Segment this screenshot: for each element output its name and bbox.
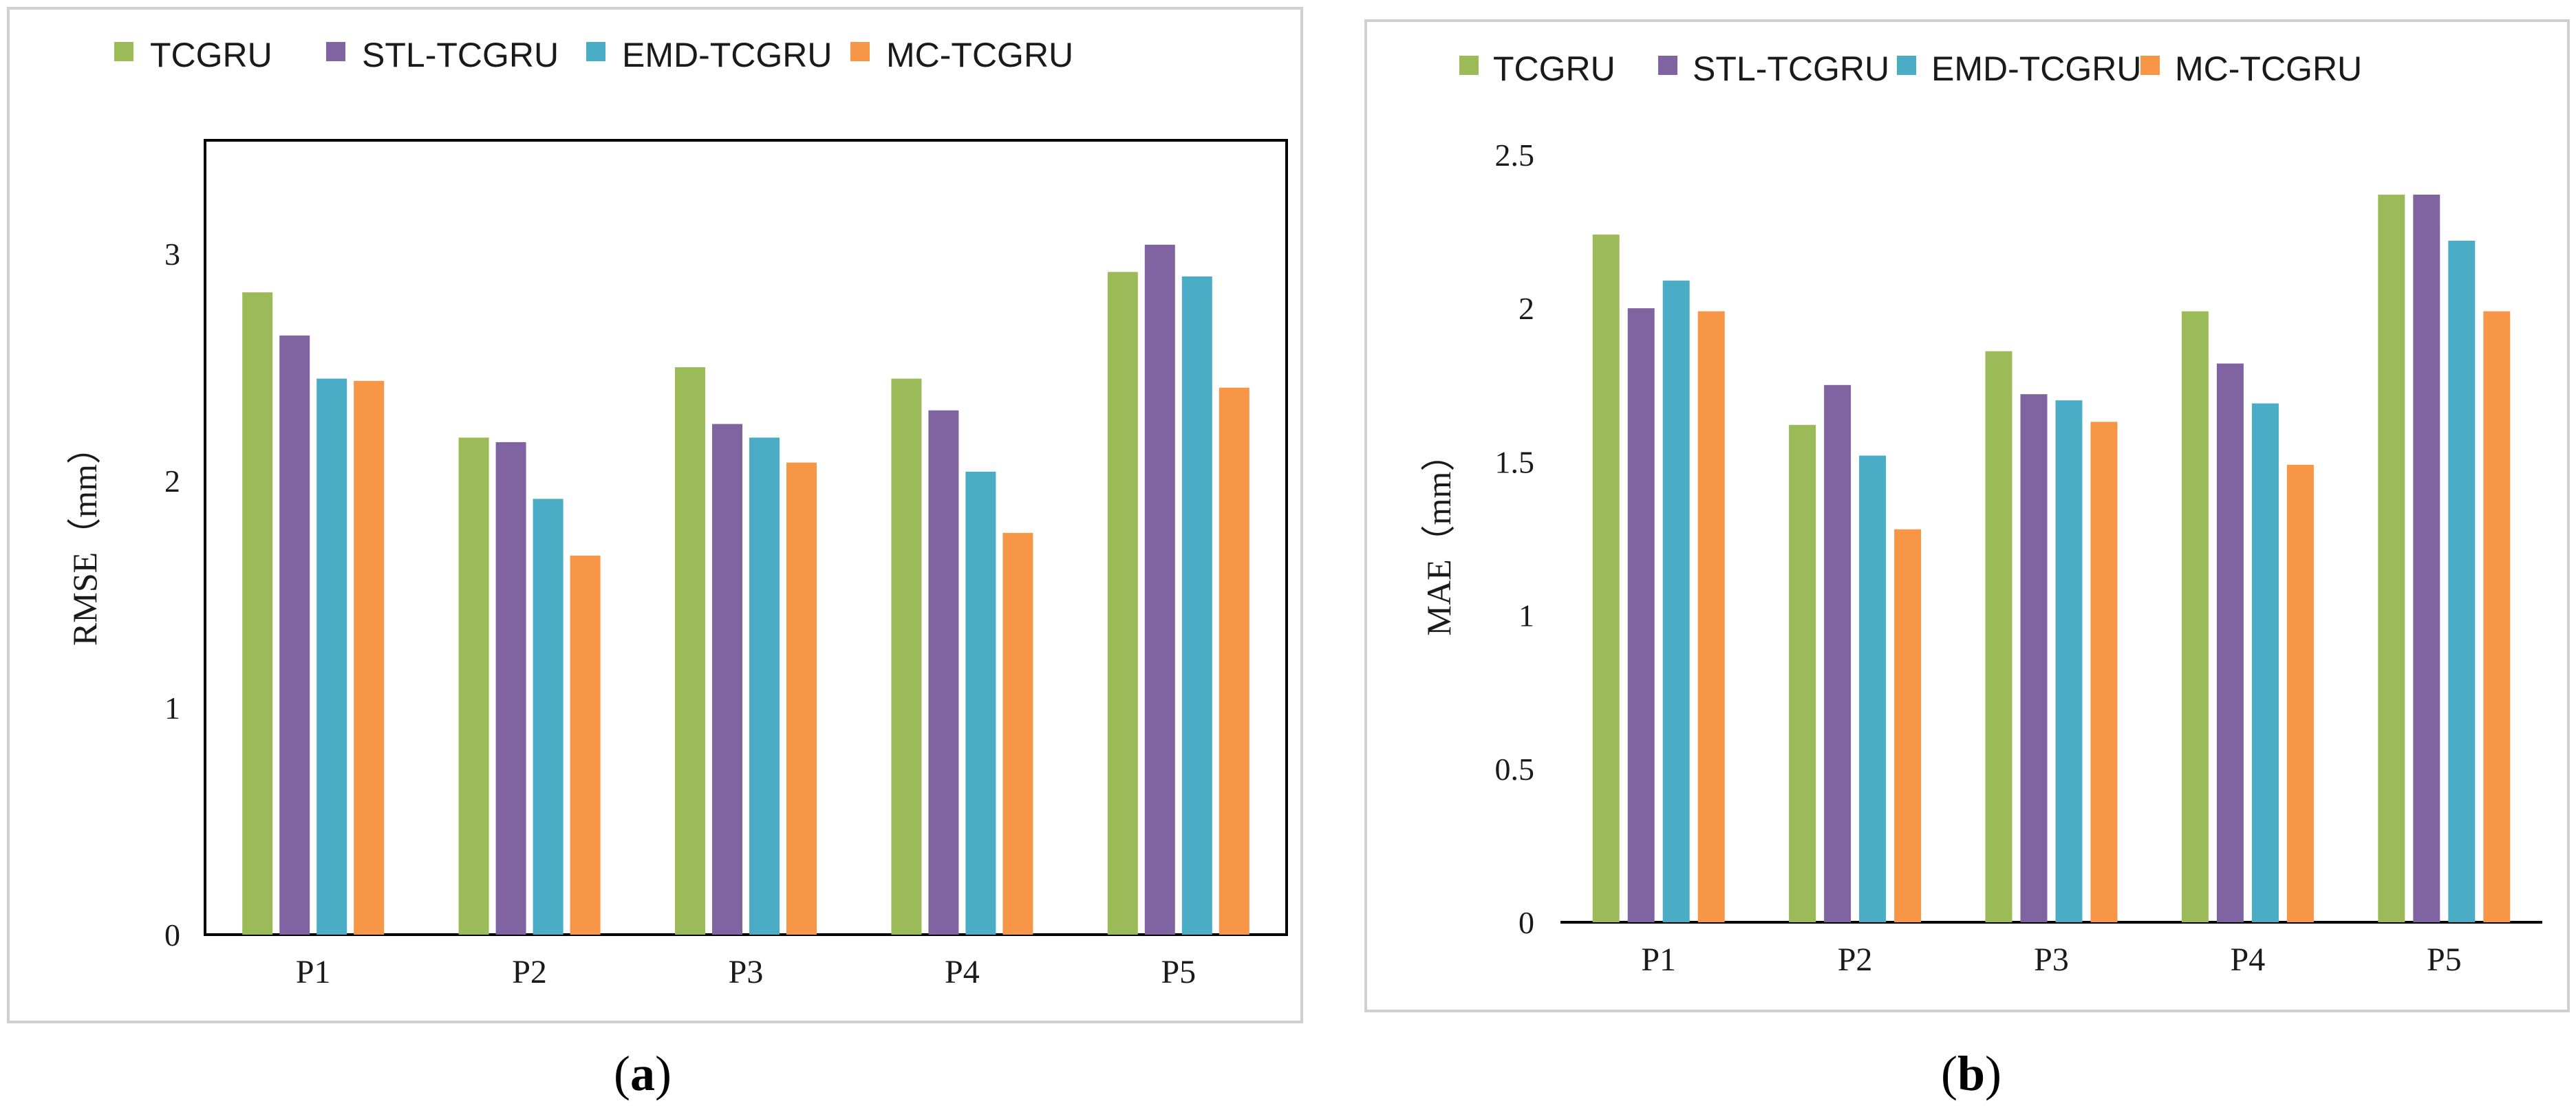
y-tick-label: 0 xyxy=(1518,905,1534,940)
bar-mc-tcgru-p1 xyxy=(1697,311,1725,922)
bar-tcgru-p1 xyxy=(242,292,273,935)
legend-label: TCGRU xyxy=(150,36,272,74)
legend-swatch xyxy=(1459,56,1479,75)
bar-tcgru-p1 xyxy=(1592,235,1620,923)
bar-tcgru-p5 xyxy=(1107,272,1138,935)
bar-stl-tcgru-p5 xyxy=(2413,195,2440,923)
legend-swatch xyxy=(2140,56,2160,75)
y-tick-label: 2 xyxy=(164,464,180,499)
bar-emd-tcgru-p5 xyxy=(1181,276,1212,935)
bar-emd-tcgru-p3 xyxy=(749,437,780,935)
y-tick-label: 1 xyxy=(164,690,180,726)
legend-label: EMD-TCGRU xyxy=(622,36,833,74)
bar-stl-tcgru-p5 xyxy=(1144,244,1175,935)
bar-tcgru-p3 xyxy=(675,367,705,935)
x-category-label: P5 xyxy=(2427,942,2462,978)
x-axis-categories-a: P1 P2 P3 P4 P5 xyxy=(296,954,1196,990)
bar-emd-tcgru-p4 xyxy=(2251,403,2279,922)
bar-emd-tcgru-p3 xyxy=(2055,400,2083,922)
y-axis-label-b: MAE（mm） xyxy=(1419,437,1458,636)
bar-emd-tcgru-p2 xyxy=(533,499,564,935)
chart-frame-a xyxy=(7,7,1303,1023)
legend-swatch xyxy=(326,42,345,61)
y-tick-label: 1.5 xyxy=(1495,444,1535,479)
bar-tcgru-p5 xyxy=(2378,195,2405,923)
bar-tcgru-p2 xyxy=(458,437,489,935)
legend-swatch xyxy=(586,42,605,61)
panel-label-b: (b) xyxy=(1941,1046,2001,1101)
x-category-label: P1 xyxy=(296,954,331,990)
y-tick-label: 2.5 xyxy=(1495,138,1535,173)
y-tick-label: 3 xyxy=(164,237,180,272)
bar-mc-tcgru-p2 xyxy=(1894,529,1922,922)
bar-mc-tcgru-p4 xyxy=(2286,464,2314,922)
bar-tcgru-p2 xyxy=(1789,424,1816,922)
y-axis-ticks-a: 0 1 2 3 xyxy=(164,237,180,953)
bar-mc-tcgru-p5 xyxy=(1219,387,1249,935)
legend-label: STL-TCGRU xyxy=(1693,50,1889,88)
bar-stl-tcgru-p4 xyxy=(928,410,959,935)
bar-emd-tcgru-p5 xyxy=(2448,240,2476,922)
x-category-label: P5 xyxy=(1161,954,1196,990)
legend-label: MC-TCGRU xyxy=(2175,50,2362,88)
y-tick-label: 0 xyxy=(164,917,180,953)
y-axis-label-a: RMSE（mm） xyxy=(65,430,104,646)
bar-mc-tcgru-p5 xyxy=(2483,311,2511,922)
bar-mc-tcgru-p3 xyxy=(2090,422,2118,922)
x-category-label: P2 xyxy=(512,954,547,990)
bars-a xyxy=(242,244,1249,935)
legend-a: TCGRU STL-TCGRU EMD-TCGRU MC-TCGRU xyxy=(114,36,1073,74)
bar-stl-tcgru-p2 xyxy=(495,442,526,935)
legend-label: EMD-TCGRU xyxy=(1931,50,2142,88)
x-category-label: P2 xyxy=(1838,942,1873,978)
x-axis-categories-b: P1 P2 P3 P4 P5 xyxy=(1641,942,2461,978)
bar-mc-tcgru-p4 xyxy=(1002,532,1033,935)
bar-tcgru-p3 xyxy=(1985,351,2012,922)
y-tick-label: 1 xyxy=(1518,598,1534,633)
legend-label: TCGRU xyxy=(1493,50,1616,88)
bar-stl-tcgru-p3 xyxy=(2020,394,2048,922)
y-tick-label: 2 xyxy=(1518,291,1534,326)
legend-label: STL-TCGRU xyxy=(362,36,559,74)
legend-label: MC-TCGRU xyxy=(886,36,1073,74)
bar-stl-tcgru-p2 xyxy=(1824,384,1852,922)
bar-tcgru-p4 xyxy=(891,378,922,935)
y-axis-ticks-b: 0 0.5 1 1.5 2 2.5 xyxy=(1495,138,1535,940)
chart-panel-b: TCGRU STL-TCGRU EMD-TCGRU MC-TCGRU 0 0.5 1 1.5… xyxy=(1364,19,2570,1101)
legend-swatch xyxy=(850,42,870,61)
plot-area-a xyxy=(204,139,1288,936)
bar-emd-tcgru-p4 xyxy=(965,471,996,935)
bar-mc-tcgru-p3 xyxy=(786,462,817,935)
legend-b: TCGRU STL-TCGRU EMD-TCGRU MC-TCGRU xyxy=(1459,50,2362,88)
bar-tcgru-p4 xyxy=(2181,311,2209,922)
x-category-label: P3 xyxy=(729,954,764,990)
bar-emd-tcgru-p1 xyxy=(1662,281,1690,922)
bars-b xyxy=(1592,195,2511,923)
x-category-label: P3 xyxy=(2034,942,2069,978)
bar-mc-tcgru-p1 xyxy=(354,380,385,935)
bar-stl-tcgru-p1 xyxy=(279,335,310,935)
x-category-label: P4 xyxy=(2231,942,2266,978)
bar-emd-tcgru-p1 xyxy=(316,378,347,935)
bar-stl-tcgru-p1 xyxy=(1627,308,1655,922)
chart-frame-b xyxy=(1364,19,2570,1012)
legend-swatch xyxy=(1658,56,1677,75)
legend-swatch xyxy=(1897,56,1916,75)
x-category-label: P4 xyxy=(945,954,980,990)
panel-label-a: (a) xyxy=(614,1046,672,1101)
bar-stl-tcgru-p3 xyxy=(712,424,742,935)
y-tick-label: 0.5 xyxy=(1495,752,1535,787)
bar-mc-tcgru-p2 xyxy=(570,555,601,935)
bar-stl-tcgru-p4 xyxy=(2216,363,2244,922)
legend-swatch xyxy=(114,42,133,61)
x-category-label: P1 xyxy=(1641,942,1676,978)
bar-emd-tcgru-p2 xyxy=(1859,455,1887,922)
